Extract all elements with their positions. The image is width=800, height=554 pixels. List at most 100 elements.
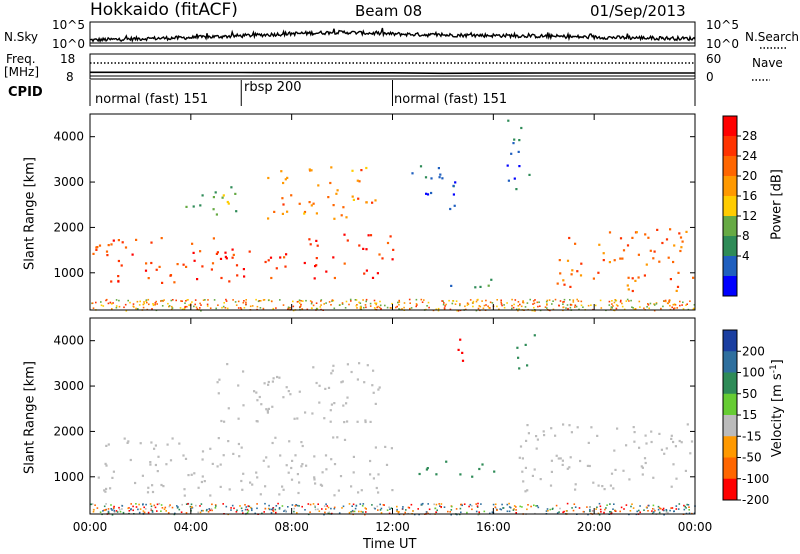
velocity-cell xyxy=(279,454,282,457)
power-cell xyxy=(110,280,113,283)
velocity-cell xyxy=(240,479,243,483)
power-cell xyxy=(559,272,562,275)
power-cell xyxy=(313,277,316,280)
velocity-cell xyxy=(524,490,527,493)
velocity-ground-cell xyxy=(352,503,355,506)
velocity-ground-cell xyxy=(205,509,208,512)
velocity-cell xyxy=(263,382,266,385)
velocity-cell xyxy=(588,464,591,468)
power-ground-cell xyxy=(626,298,629,301)
velocity-ground-cell xyxy=(379,509,382,511)
power-cell xyxy=(196,278,199,281)
velocity-ground-cell xyxy=(150,508,152,510)
power-ytick-label: 2000 xyxy=(53,220,84,234)
x-tick-label: 12:00 xyxy=(375,520,410,534)
power-cell xyxy=(452,193,455,196)
velocity-cell xyxy=(471,475,474,478)
velocity-ground-cell xyxy=(513,508,515,510)
velocity-cell xyxy=(363,381,366,384)
velocity-ground-cell xyxy=(636,510,638,513)
power-ground-cell xyxy=(215,307,217,310)
power-ground-cell xyxy=(315,307,318,310)
velocity-cell xyxy=(190,473,193,476)
power-cell xyxy=(222,194,225,197)
power-ground-cell xyxy=(262,299,265,301)
velocity-cell xyxy=(266,409,269,412)
velocity-ground-cell xyxy=(143,511,146,514)
velocity-ground-cell xyxy=(137,508,139,511)
cpid-mode-3: normal (fast) 151 xyxy=(394,92,508,107)
velocity-ground-cell xyxy=(496,509,498,511)
velocity-cell xyxy=(329,420,332,423)
freq-trace xyxy=(89,71,695,75)
velocity-cell xyxy=(652,476,655,479)
velocity-ground-cell xyxy=(195,504,197,507)
velocity-ground-cell xyxy=(116,511,119,513)
power-cell xyxy=(424,176,428,179)
power-ground-cell xyxy=(526,302,529,304)
velocity-ground-cell xyxy=(268,504,270,507)
power-ground-cell xyxy=(354,299,357,301)
power-ground-cell xyxy=(364,304,367,306)
velocity-ground-cell xyxy=(135,506,138,508)
velocity-cell xyxy=(251,483,254,486)
velocity-ytick-label: 2000 xyxy=(53,424,84,438)
velocity-ground-cell xyxy=(390,507,393,509)
velocity-ground-cell xyxy=(623,508,625,510)
velocity-cell xyxy=(527,432,530,435)
velocity-ground-cell xyxy=(417,508,419,510)
power-ground-cell xyxy=(239,307,242,309)
power-cell xyxy=(110,243,113,246)
velocity-ground-cell xyxy=(151,511,154,513)
velocity-colorbar: 200 100 50 15 -15 -50 -100 -200 xyxy=(722,329,769,507)
velocity-cell xyxy=(134,481,137,485)
power-ground-cell xyxy=(129,301,131,304)
power-ground-cell xyxy=(263,299,266,301)
freq-unit-label: [MHz] xyxy=(4,65,40,79)
velocity-ground-cell xyxy=(323,505,326,507)
velocity-cell xyxy=(109,487,112,490)
velocity-ground-cell xyxy=(264,502,266,505)
power-ground-cell xyxy=(552,308,555,311)
power-ground-cell xyxy=(611,300,613,302)
power-ground-cell xyxy=(245,299,247,301)
velocity-cell xyxy=(169,459,173,462)
velocity-ground-cell xyxy=(647,510,649,512)
power-ground-cell xyxy=(529,298,531,301)
velocity-ground-cell xyxy=(562,511,564,514)
power-ground-cell xyxy=(100,304,103,307)
power-ground-cell xyxy=(665,300,667,303)
velocity-ground-cell xyxy=(301,505,303,508)
power-cell xyxy=(352,198,355,201)
power-ground-cell xyxy=(345,300,348,303)
power-ground-cell xyxy=(615,304,618,306)
power-cell xyxy=(117,275,120,278)
velocity-ground-cell xyxy=(283,510,285,512)
velocity-cell xyxy=(562,423,565,426)
velocity-ground-cell xyxy=(270,512,273,514)
power-ground-cell xyxy=(444,305,446,307)
velocity-cell xyxy=(103,489,106,492)
velocity-ground-cell xyxy=(197,511,199,514)
power-cell xyxy=(621,257,624,260)
velocity-ground-cell xyxy=(245,506,248,508)
power-ground-cell xyxy=(416,304,418,306)
velocity-cell xyxy=(209,447,212,450)
power-cell xyxy=(226,200,229,204)
velocity-ground-cell xyxy=(240,507,243,510)
velocity-cell xyxy=(104,490,107,493)
velocity-ground-cell xyxy=(515,506,517,508)
nave-label: Nave xyxy=(752,56,783,70)
power-cell xyxy=(340,214,343,217)
power-ground-cell xyxy=(375,302,378,305)
power-cell xyxy=(613,259,616,262)
power-ground-cell xyxy=(479,305,482,308)
power-ground-cell xyxy=(520,305,523,308)
power-ground-cell xyxy=(496,305,498,308)
power-cell xyxy=(225,257,228,260)
velocity-ground-cell xyxy=(113,507,115,509)
power-ground-cell xyxy=(562,306,565,308)
velocity-cell xyxy=(288,440,291,443)
velocity-frame xyxy=(89,317,696,515)
velocity-ground-cell xyxy=(209,509,211,512)
